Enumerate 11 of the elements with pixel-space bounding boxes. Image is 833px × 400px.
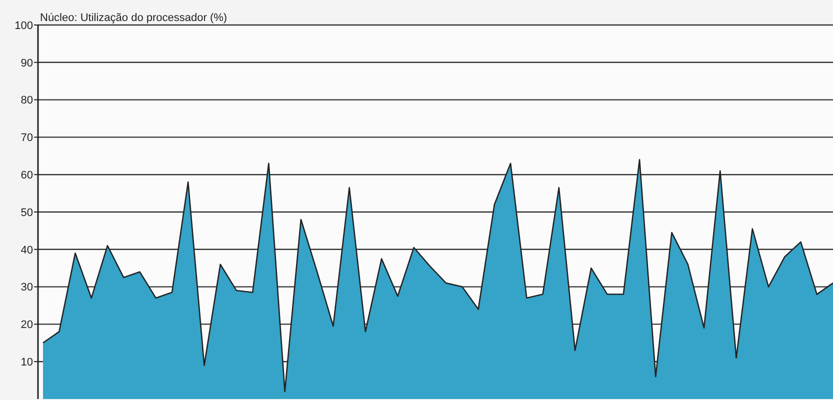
y-tick-label: 20 bbox=[20, 319, 33, 332]
y-tick-label: 30 bbox=[20, 282, 33, 294]
y-tick-label: 100 bbox=[14, 20, 33, 32]
y-tick-label: 40 bbox=[20, 244, 33, 256]
chart-title: Núcleo: Utilização do processador (%) bbox=[40, 12, 228, 24]
y-tick-label: 90 bbox=[20, 57, 33, 70]
y-tick-label: 60 bbox=[20, 169, 33, 182]
y-tick-label: 80 bbox=[20, 94, 33, 107]
y-tick-label: 50 bbox=[20, 206, 33, 219]
y-tick-label: 70 bbox=[20, 132, 33, 144]
y-tick-label: 10 bbox=[20, 356, 33, 368]
